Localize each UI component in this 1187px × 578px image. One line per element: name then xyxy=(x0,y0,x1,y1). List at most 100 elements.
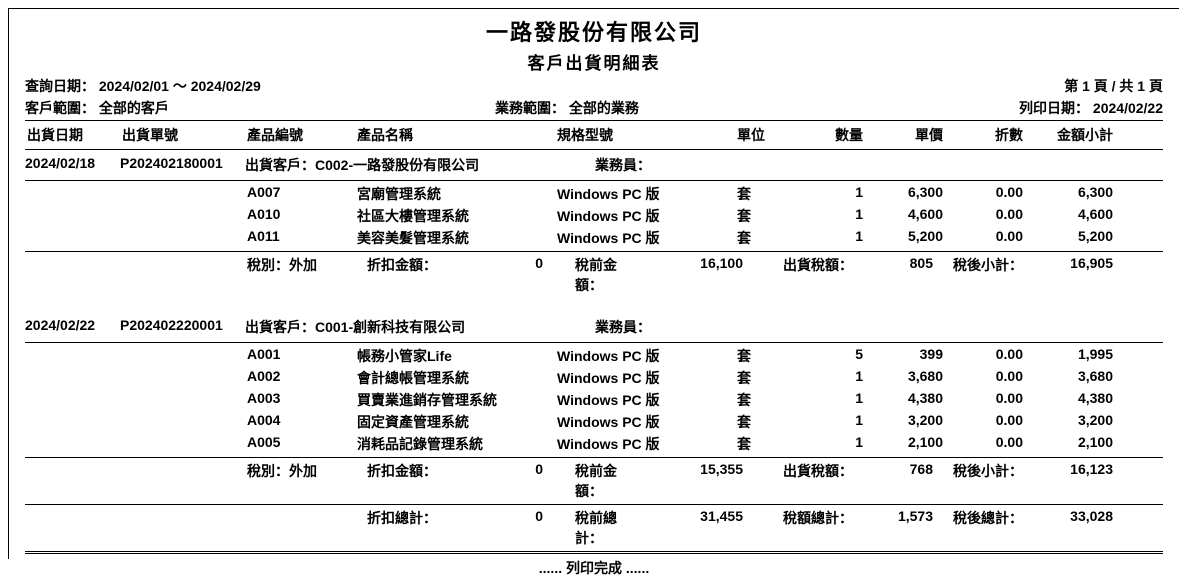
discount: 0.00 xyxy=(945,345,1025,367)
column-headers: 出貨日期 出貨單號 產品編號 產品名稱 規格型號 單位 數量 單價 折數 金額小… xyxy=(25,123,1163,147)
posttax-label: 稅後小計： xyxy=(935,254,1025,296)
qty: 1 xyxy=(795,183,865,205)
product-name: 固定資產管理系統 xyxy=(355,411,555,433)
qty: 5 xyxy=(795,345,865,367)
price: 399 xyxy=(865,345,945,367)
hd-unit: 單位 xyxy=(735,123,795,147)
line-item: A010 社區大樓管理系統 Windows PC 版 套 1 4,600 0.0… xyxy=(25,205,1163,227)
posttax-total-label: 稅後總計： xyxy=(935,507,1025,549)
unit: 套 xyxy=(735,205,795,227)
meta-row-1: 查詢日期： 2024/02/01 ～ 2024/02/29 第 1 頁 / 共 … xyxy=(25,76,1163,96)
qty: 1 xyxy=(795,433,865,455)
tax-total: 1,573 xyxy=(855,507,935,549)
posttax-total: 33,028 xyxy=(1025,507,1115,549)
unit: 套 xyxy=(735,183,795,205)
hd-product-name: 產品名稱 xyxy=(355,123,555,147)
discount: 0.00 xyxy=(945,183,1025,205)
discount-amount: 0 xyxy=(485,460,545,502)
product-name: 宮廟管理系統 xyxy=(355,183,555,205)
print-complete: ...... 列印完成 ...... xyxy=(25,558,1163,578)
hd-product-code: 產品編號 xyxy=(245,123,355,147)
subtotal: 3,200 xyxy=(1025,411,1115,433)
meta-row-2: 客戶範圍： 全部的客戶 業務範圍： 全部的業務 列印日期： 2024/02/22 xyxy=(25,98,1163,118)
hd-subtotal: 金額小計 xyxy=(1025,123,1115,147)
ship-tax-label: 出貨稅額： xyxy=(745,460,855,502)
divider xyxy=(25,342,1163,343)
product-code: A003 xyxy=(245,389,355,411)
discount: 0.00 xyxy=(945,227,1025,249)
hd-price: 單價 xyxy=(865,123,945,147)
sales-scope-label: 業務範圍： xyxy=(495,100,565,116)
spec: Windows PC 版 xyxy=(555,183,735,205)
posttax-label: 稅後小計： xyxy=(935,460,1025,502)
discount-amount-label: 折扣金額： xyxy=(365,254,485,296)
product-name: 會計總帳管理系統 xyxy=(355,367,555,389)
ship-date: 2024/02/22 xyxy=(25,317,120,337)
discount-total: 0 xyxy=(485,507,545,549)
qty: 1 xyxy=(795,389,865,411)
qty: 1 xyxy=(795,411,865,433)
sales-rep: 業務員： xyxy=(595,317,1015,337)
unit: 套 xyxy=(735,389,795,411)
tax-total-label: 稅額總計： xyxy=(745,507,855,549)
line-item: A007 宮廟管理系統 Windows PC 版 套 1 6,300 0.00 … xyxy=(25,183,1163,205)
company-name: 一路發股份有限公司 xyxy=(25,15,1163,47)
product-code: A011 xyxy=(245,227,355,249)
divider xyxy=(25,457,1163,458)
divider xyxy=(25,504,1163,505)
line-item: A003 買賣業進銷存管理系統 Windows PC 版 套 1 4,380 0… xyxy=(25,389,1163,411)
discount-amount-label: 折扣金額： xyxy=(365,460,485,502)
ship-tax: 768 xyxy=(855,460,935,502)
customer-scope-label: 客戶範圍： xyxy=(25,100,95,116)
ship-customer: 出貨客戶：C002-一路發股份有限公司 xyxy=(245,155,595,175)
report-page: 一路發股份有限公司 客戶出貨明細表 查詢日期： 2024/02/01 ～ 202… xyxy=(8,8,1179,559)
product-name: 消耗品記錄管理系統 xyxy=(355,433,555,455)
pretax-total: 31,455 xyxy=(645,507,745,549)
pretax-total-label: 稅前總計： xyxy=(545,507,645,549)
ship-tax: 805 xyxy=(855,254,935,296)
ship-date: 2024/02/18 xyxy=(25,155,120,175)
spec: Windows PC 版 xyxy=(555,411,735,433)
line-item: A011 美容美髮管理系統 Windows PC 版 套 1 5,200 0.0… xyxy=(25,227,1163,249)
price: 4,380 xyxy=(865,389,945,411)
group-subtotal: 稅別：外加 折扣金額： 0 稅前金額： 16,100 出貨稅額： 805 稅後小… xyxy=(25,254,1163,296)
discount: 0.00 xyxy=(945,367,1025,389)
group-header: 2024/02/18 P202402180001 出貨客戶：C002-一路發股份… xyxy=(25,152,1163,178)
discount-total-label: 折扣總計： xyxy=(365,507,485,549)
qty: 1 xyxy=(795,205,865,227)
product-name: 社區大樓管理系統 xyxy=(355,205,555,227)
line-item: A005 消耗品記錄管理系統 Windows PC 版 套 1 2,100 0.… xyxy=(25,433,1163,455)
pretax-amount: 16,100 xyxy=(645,254,745,296)
product-code: A007 xyxy=(245,183,355,205)
spec: Windows PC 版 xyxy=(555,205,735,227)
price: 2,100 xyxy=(865,433,945,455)
discount-amount: 0 xyxy=(485,254,545,296)
ship-customer: 出貨客戶：C001-創新科技有限公司 xyxy=(245,317,595,337)
price: 4,600 xyxy=(865,205,945,227)
divider xyxy=(25,149,1163,150)
divider xyxy=(25,180,1163,181)
spec: Windows PC 版 xyxy=(555,367,735,389)
pretax-label: 稅前金額： xyxy=(545,254,645,296)
unit: 套 xyxy=(735,345,795,367)
pretax-label: 稅前金額： xyxy=(545,460,645,502)
discount: 0.00 xyxy=(945,433,1025,455)
product-code: A004 xyxy=(245,411,355,433)
grand-total: 折扣總計： 0 稅前總計： 31,455 稅額總計： 1,573 稅後總計： 3… xyxy=(25,507,1163,549)
product-code: A001 xyxy=(245,345,355,367)
ship-no: P202402220001 xyxy=(120,317,245,337)
product-name: 帳務小管家Life xyxy=(355,345,555,367)
tax-type: 稅別：外加 xyxy=(245,254,365,296)
price: 3,200 xyxy=(865,411,945,433)
product-name: 美容美髮管理系統 xyxy=(355,227,555,249)
hd-discount: 折數 xyxy=(945,123,1025,147)
subtotal: 4,600 xyxy=(1025,205,1115,227)
query-range: 2024/02/01 ～ 2024/02/29 xyxy=(99,78,261,94)
report-title: 客戶出貨明細表 xyxy=(25,49,1163,74)
line-item: A002 會計總帳管理系統 Windows PC 版 套 1 3,680 0.0… xyxy=(25,367,1163,389)
query-label: 查詢日期： xyxy=(25,78,95,94)
subtotal: 5,200 xyxy=(1025,227,1115,249)
discount: 0.00 xyxy=(945,205,1025,227)
subtotal: 6,300 xyxy=(1025,183,1115,205)
hd-ship-date: 出貨日期 xyxy=(25,123,120,147)
